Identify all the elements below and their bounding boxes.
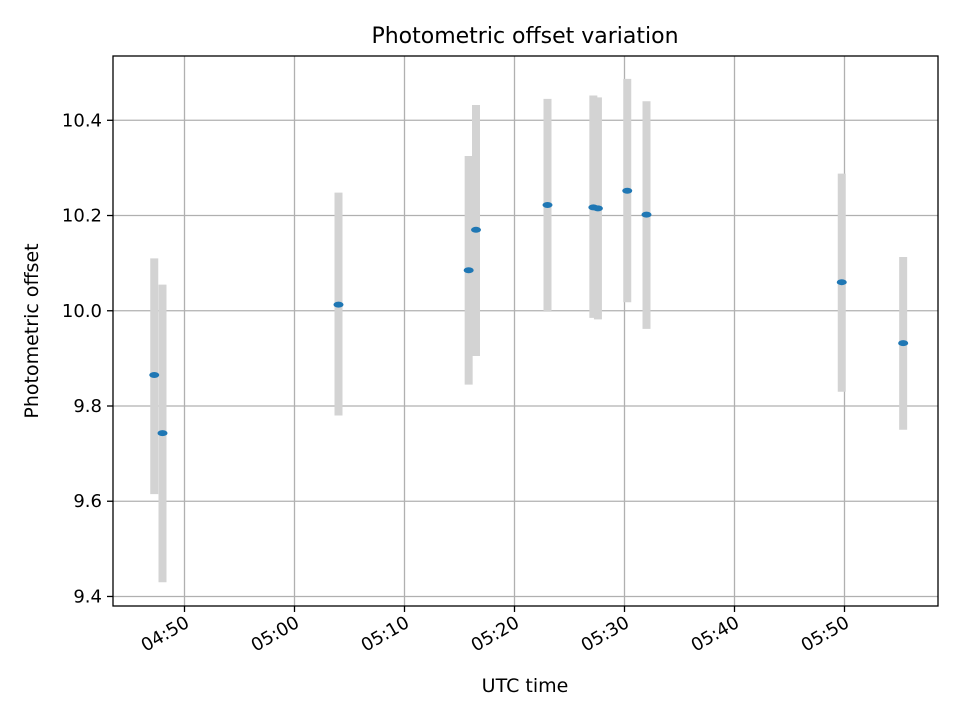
y-tick-label: 9.4 xyxy=(73,586,102,607)
y-tick-label: 9.6 xyxy=(73,491,102,512)
x-axis-label: UTC time xyxy=(482,675,569,697)
data-point xyxy=(471,226,481,233)
data-point xyxy=(463,267,474,274)
data-point xyxy=(542,202,553,209)
data-point xyxy=(149,372,160,379)
y-axis-label: Photometric offset xyxy=(21,243,43,418)
y-tick-label: 10.0 xyxy=(62,301,102,322)
data-point xyxy=(592,205,603,212)
data-points xyxy=(149,187,909,437)
data-point xyxy=(622,187,633,194)
y-tick-label: 10.2 xyxy=(62,206,102,227)
data-point xyxy=(157,430,168,437)
y-tick-label: 9.8 xyxy=(73,396,102,417)
grid-lines xyxy=(113,56,938,606)
data-point xyxy=(641,211,652,218)
y-tick-label: 10.4 xyxy=(62,110,102,131)
data-point xyxy=(333,301,344,308)
plot-frame xyxy=(112,55,939,607)
data-point xyxy=(898,340,909,347)
data-point xyxy=(836,279,847,286)
y-axis-ticks: 9.4 9.6 9.8 10.0 10.2 10.4 xyxy=(62,110,113,607)
chart-title: Photometric offset variation xyxy=(371,24,678,49)
